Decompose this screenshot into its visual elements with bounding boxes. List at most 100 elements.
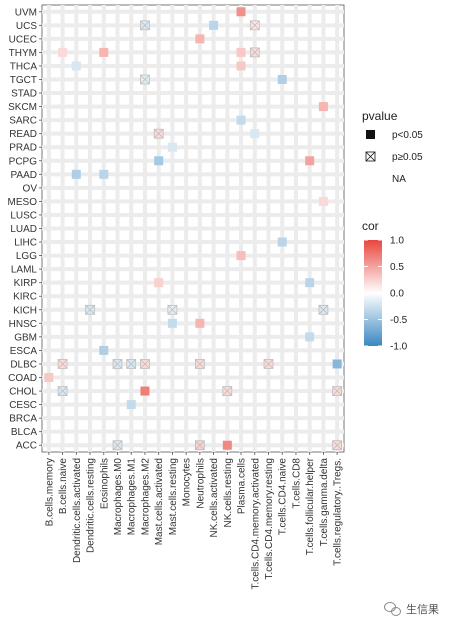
- cell-square: [277, 237, 287, 247]
- x-tick-label: NK.cells.activated: [209, 458, 220, 537]
- cell-square: [154, 156, 164, 166]
- heatmap-cell: [318, 196, 328, 206]
- heatmap-cell: [140, 74, 150, 85]
- heatmap-cell: [71, 169, 81, 179]
- heatmap-cell: [305, 156, 315, 166]
- y-tick-label: LAML: [11, 265, 38, 276]
- x-tick-label: T.cells.follicular.helper: [305, 457, 316, 555]
- x-tick-label: Dendritic.cells.resting: [86, 458, 97, 553]
- x-tick-label: Eosinophils: [99, 458, 110, 509]
- heatmap-cell: [263, 359, 274, 369]
- x-tick-label: Neutrophils: [195, 458, 206, 509]
- cell-cross: [85, 305, 95, 315]
- cell-square: [71, 169, 81, 179]
- y-tick-label: LGG: [16, 251, 37, 262]
- cell-square: [236, 251, 246, 261]
- y-tick-label: CHOL: [9, 387, 37, 398]
- x-tick-label: NK.cells.resting: [223, 458, 234, 527]
- cell-square: [167, 142, 177, 152]
- cell-square: [277, 75, 287, 84]
- y-tick-label: GBM: [14, 332, 37, 343]
- colorbar-tick-label: 0.0: [390, 289, 404, 300]
- colorbar-tick-label: -0.5: [390, 315, 408, 326]
- heatmap-cell: [167, 304, 178, 315]
- cell-square: [167, 318, 177, 328]
- legend-filled-square: [366, 130, 375, 139]
- heatmap-cell: [195, 440, 205, 451]
- wechat-icon: [384, 602, 401, 616]
- heatmap-cell: [318, 304, 329, 315]
- heatmap-cell: [222, 386, 233, 396]
- x-tick-label: B.cells.naive: [58, 458, 69, 515]
- heatmap-cell: [154, 156, 164, 166]
- watermark-text: 生信果: [406, 603, 439, 616]
- heatmap-cell: [222, 440, 232, 450]
- x-tick-label: T.cells.CD8: [291, 458, 302, 509]
- y-tick-label: THCA: [10, 61, 38, 72]
- heatmap-cell: [99, 169, 109, 179]
- cell-cross: [332, 386, 342, 396]
- heatmap-cell: [332, 440, 342, 451]
- cell-square: [332, 359, 342, 369]
- y-tick-label: COAD: [8, 373, 37, 384]
- y-tick-label: KIRP: [14, 278, 38, 289]
- cell-square: [222, 440, 232, 450]
- y-tick-label: SKCM: [8, 102, 37, 113]
- x-tick-label: B.cells.memory: [44, 458, 55, 526]
- cell-cross: [263, 359, 274, 369]
- cell-square: [99, 345, 109, 355]
- heatmap-cell: [250, 129, 260, 139]
- cell-square: [236, 115, 246, 125]
- y-tick-label: SARC: [9, 116, 37, 127]
- heatmap-cell: [112, 359, 123, 369]
- heatmap-cell: [167, 318, 177, 328]
- x-tick-label: T.cells.CD4.memory.resting: [264, 458, 275, 580]
- cell-square: [236, 61, 246, 71]
- cell-square: [236, 7, 246, 17]
- cell-cross: [250, 47, 260, 58]
- heatmap-cell: [57, 386, 68, 396]
- cell-cross: [153, 128, 164, 139]
- y-tick-label: UVM: [15, 7, 37, 18]
- heatmap-cell: [71, 61, 81, 71]
- watermark: 生信果: [384, 601, 439, 617]
- legend-pvalue-label: NA: [392, 174, 406, 185]
- heatmap-cell: [153, 128, 164, 139]
- cell-square: [140, 386, 150, 396]
- x-tick-label: Mast.cells.resting: [168, 458, 179, 535]
- x-tick-label: T.cells.regulatory..Tregs.: [333, 458, 344, 566]
- heatmap-cell: [277, 75, 287, 84]
- x-tick-label: Plasma.cells: [237, 458, 248, 514]
- y-tick-label: KICH: [13, 305, 37, 316]
- y-tick-label: UCEC: [9, 34, 37, 45]
- heatmap-cell: [249, 47, 260, 58]
- y-tick-label: OV: [23, 183, 38, 194]
- y-tick-label: DLBC: [10, 359, 37, 370]
- y-tick-label: LIHC: [14, 238, 37, 249]
- x-tick-label: Macrophages.M0: [113, 458, 124, 536]
- cell-square: [305, 278, 315, 288]
- x-tick-label: Macrophages.M1: [127, 458, 138, 536]
- y-tick-label: BLCA: [11, 427, 37, 438]
- colorbar-tick-label: 0.5: [390, 262, 404, 273]
- heatmap-cell: [99, 47, 109, 57]
- heatmap-cell: [305, 332, 315, 342]
- heatmap-cell: [140, 386, 150, 396]
- cell-square: [209, 20, 219, 30]
- cell-cross: [112, 440, 123, 450]
- legend-pvalue-label: p<0.05: [392, 130, 423, 141]
- cell-square: [195, 34, 205, 44]
- legend-colorbar: [364, 240, 382, 346]
- heatmap-cell: [236, 251, 246, 261]
- heatmap-cell: [277, 237, 287, 247]
- y-tick-label: BRCA: [9, 414, 37, 425]
- legend-pvalue-label: p≥0.05: [392, 152, 423, 163]
- heatmap-cell: [332, 386, 342, 396]
- heatmap-cell: [195, 34, 205, 44]
- heatmap-cell: [126, 400, 136, 410]
- y-tick-label: THYM: [9, 48, 37, 59]
- cell-cross: [318, 305, 329, 315]
- heatmap-cell: [249, 20, 260, 31]
- x-tick-label: T.cells.CD4.memory.activated: [250, 458, 261, 590]
- cell-cross: [195, 440, 205, 450]
